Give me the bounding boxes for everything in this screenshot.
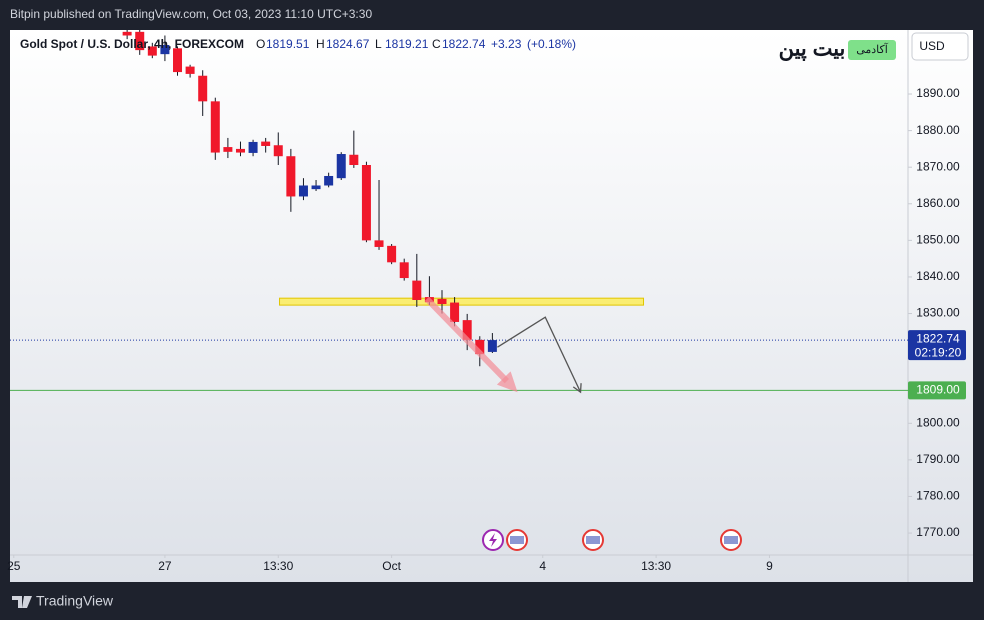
y-tick-label: 1800.00 — [916, 415, 960, 429]
ohlc-legend: O 1819.51 H 1824.67 L 1819.21 C 1822.74 — [256, 37, 486, 51]
x-tick-label: 13:30 — [641, 559, 671, 573]
published-line: Bitpin published on TradingView.com, Oct… — [10, 7, 372, 21]
candle-body — [210, 101, 220, 153]
footer: TradingView — [36, 593, 114, 609]
support-zone — [279, 297, 645, 306]
x-tick-label: 4 — [539, 559, 546, 573]
y-tick-label: 1840.00 — [916, 269, 960, 283]
logo-badge-text: آکادمی — [856, 43, 889, 56]
y-tick-label: 1860.00 — [916, 196, 960, 210]
level-box — [908, 381, 966, 400]
ohlc-letter: L — [375, 37, 382, 51]
candle-body — [311, 185, 321, 190]
forecast-arrow — [424, 296, 509, 384]
ohlc-letter: C — [432, 37, 441, 51]
axes: 1770.001780.001790.001800.001810.001820.… — [7, 86, 966, 573]
candle-body — [336, 154, 346, 179]
candle-body — [147, 46, 157, 56]
candle-body — [286, 156, 296, 197]
x-tick-label: 25 — [7, 559, 21, 573]
candle-body — [399, 262, 409, 279]
ohlc-value: 1819.51 — [266, 37, 310, 51]
y-tick-label: 1890.00 — [916, 86, 960, 100]
y-tick-label: 1870.00 — [916, 159, 960, 173]
event-icons — [482, 529, 742, 551]
candle-body — [298, 185, 308, 197]
candle-body — [475, 339, 485, 355]
flag — [586, 536, 600, 544]
currency-box[interactable] — [911, 32, 969, 61]
level-label: 1809.00 — [916, 383, 960, 397]
candle-body — [223, 147, 233, 152]
currency[interactable]: USD — [919, 39, 945, 53]
ohlc-letter: O — [256, 37, 265, 51]
forecast-arrow-head — [496, 371, 518, 393]
y-tick-label: 1770.00 — [916, 525, 960, 539]
candle-body — [122, 31, 132, 36]
plot — [10, 30, 908, 394]
candle-body — [450, 302, 460, 322]
footer-logo — [12, 596, 32, 608]
last-price-box — [908, 330, 966, 361]
candle-body — [462, 320, 472, 340]
candle-body — [273, 145, 283, 157]
symbol: Gold Spot / U.S. Dollar, 4h, FOREXCOM — [20, 37, 244, 51]
y-tick-label: 1790.00 — [916, 452, 960, 466]
candle-body — [248, 141, 258, 153]
change: +3.23 — [491, 37, 522, 51]
x-tick-label: 9 — [766, 559, 773, 573]
logo-badge — [848, 40, 896, 60]
x-tick-label: 27 — [158, 559, 172, 573]
flag — [724, 536, 738, 544]
candle-body — [185, 66, 195, 74]
ohlc-value: 1819.21 — [385, 37, 429, 51]
ohlc-value: 1824.67 — [326, 37, 370, 51]
countdown: 02:19:20 — [915, 345, 962, 359]
y-tick-label: 1850.00 — [916, 233, 960, 247]
candle-body — [160, 45, 170, 55]
candle-body — [412, 280, 422, 300]
candle-body — [387, 245, 397, 263]
ohlc-letter: H — [316, 37, 325, 51]
flag — [510, 536, 524, 544]
projection-head — [572, 383, 582, 394]
candle-body — [235, 148, 245, 153]
x-tick-label: Oct — [382, 559, 401, 573]
candle-body — [173, 48, 183, 73]
candle-body — [135, 31, 145, 51]
chart-panel — [10, 30, 973, 582]
event-icon-glyph — [489, 533, 497, 547]
ohlc-value: 1822.74 — [442, 37, 486, 51]
candle-body — [198, 75, 208, 102]
candle-body — [324, 175, 334, 186]
candle-body — [487, 340, 497, 352]
candle-body — [349, 154, 359, 165]
x-tick-label: 13:30 — [263, 559, 293, 573]
last-price-label: 1822.74 — [916, 331, 960, 345]
y-tick-label: 1880.00 — [916, 123, 960, 137]
change-pct: (+0.18%) — [527, 37, 576, 51]
projection-path — [497, 316, 582, 393]
candle-body — [437, 298, 447, 305]
y-tick-label: 1780.00 — [916, 489, 960, 503]
y-tick-label: 1830.00 — [916, 306, 960, 320]
candle-body — [261, 141, 271, 146]
candle-body — [361, 165, 371, 241]
logo-name: بیت پین — [779, 38, 846, 62]
candle-body — [374, 240, 384, 247]
